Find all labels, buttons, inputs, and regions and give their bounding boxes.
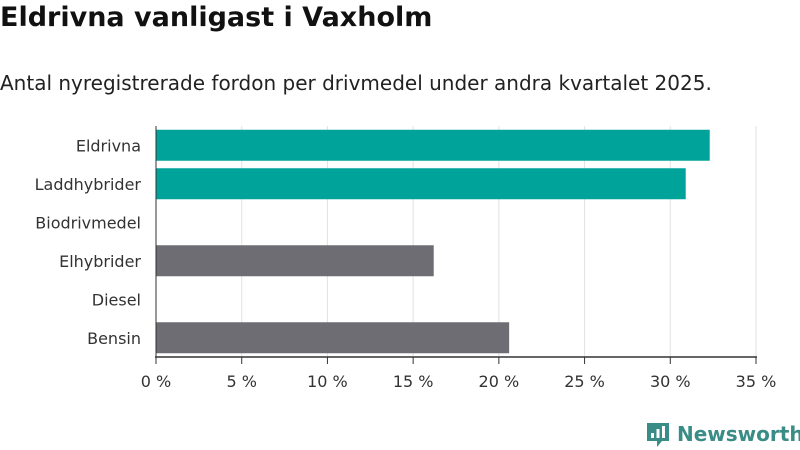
category-label: Bensin xyxy=(87,329,141,348)
x-tick-label: 20 % xyxy=(479,372,520,391)
x-tick-label: 10 % xyxy=(307,372,348,391)
x-tick-label: 15 % xyxy=(393,372,434,391)
chart-title: Eldrivna vanligast i Vaxholm xyxy=(0,2,433,33)
bar-eldrivna xyxy=(156,129,710,161)
bar-laddhybrider xyxy=(156,168,686,200)
brand-logo: Newsworthy xyxy=(645,420,800,448)
newsworthy-logo-icon xyxy=(647,423,669,447)
brand-name: Newsworthy xyxy=(677,422,800,446)
x-tick-label: 0 % xyxy=(141,372,171,391)
category-label: Diesel xyxy=(92,290,141,309)
x-tick-label: 25 % xyxy=(564,372,605,391)
bar-chart: Eldrivna Laddhybrider Biodrivmedel Elhybrid… xyxy=(35,126,777,391)
x-tick-label: 35 % xyxy=(736,372,777,391)
category-label: Biodrivmedel xyxy=(35,213,141,232)
category-label: Eldrivna xyxy=(76,136,141,155)
bar-bensin xyxy=(156,322,510,354)
bar-elhybrider xyxy=(156,245,434,277)
x-tick-label: 30 % xyxy=(650,372,691,391)
category-label: Laddhybrider xyxy=(35,175,142,194)
chart-subtitle: Antal nyregistrerade fordon per drivmede… xyxy=(0,71,712,95)
x-tick-label: 5 % xyxy=(226,372,256,391)
category-label: Elhybrider xyxy=(59,252,141,271)
